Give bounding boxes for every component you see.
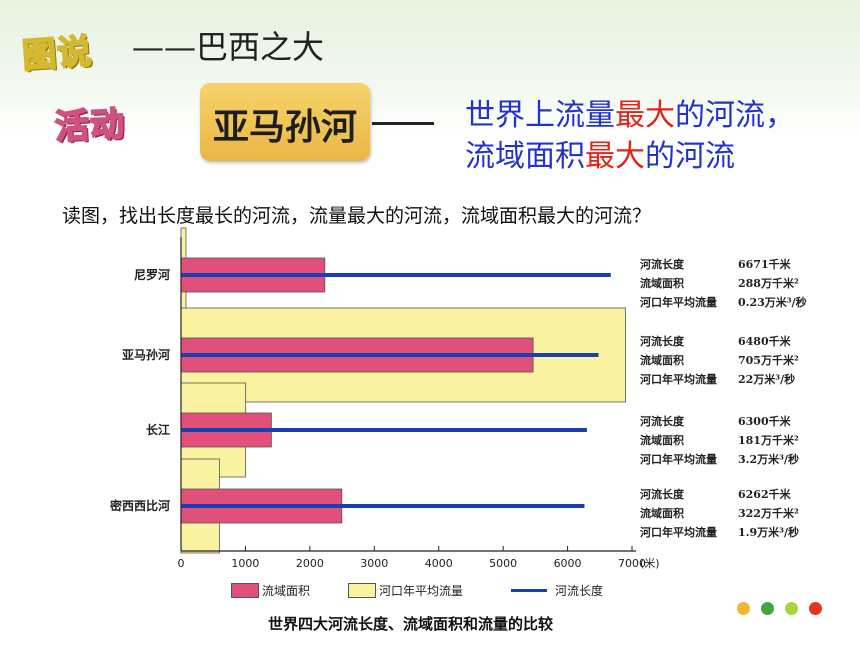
info-value: 22万米³/秒 xyxy=(738,373,796,386)
river-label-box: 亚马孙河 xyxy=(200,83,370,161)
decor-dot xyxy=(761,602,774,615)
question-text: 读图，找出长度最长的河流，流量最大的河流，流域面积最大的河流？ xyxy=(62,205,652,227)
legend-swatch xyxy=(231,583,259,598)
category-label: 密西西比河 xyxy=(110,498,170,513)
info-key: 河流长度 xyxy=(640,488,684,501)
river-label: 亚马孙河 xyxy=(212,107,357,148)
category-label: 尼罗河 xyxy=(134,267,170,282)
info-value: 705万千米² xyxy=(738,354,799,367)
info-key: 河口年平均流量 xyxy=(640,373,717,386)
legend-swatch xyxy=(348,583,376,598)
info-key: 河口年平均流量 xyxy=(640,526,717,539)
headline-1-emphasis: 最大 xyxy=(615,98,675,133)
info-key: 河流长度 xyxy=(640,258,684,271)
info-value: 6671千米 xyxy=(738,258,791,271)
subtitle: ——巴西之大 xyxy=(132,28,325,66)
info-key: 流域面积 xyxy=(640,277,684,290)
legend-label: 河口年平均流量 xyxy=(379,584,464,598)
headline-2-post: 的河流 xyxy=(645,139,735,174)
header-band xyxy=(0,0,860,135)
info-value: 322万千米² xyxy=(738,507,799,520)
x-tick-label: 4000 xyxy=(425,557,453,570)
info-key: 流域面积 xyxy=(640,507,684,520)
headline-2-emphasis: 最大 xyxy=(585,139,645,174)
info-key: 河流长度 xyxy=(640,415,684,428)
info-value: 6300千米 xyxy=(738,415,791,428)
x-axis-unit: (米) xyxy=(640,557,660,570)
x-tick-label: 0 xyxy=(178,557,185,570)
info-value: 0.23万米³/秒 xyxy=(738,296,807,309)
x-tick-label: 5000 xyxy=(489,557,517,570)
legend-swatch xyxy=(511,589,547,592)
headline-line-1: 世界上流量最大的河流， xyxy=(465,90,795,134)
legend-label: 流域面积 xyxy=(262,584,311,598)
category-label: 长江 xyxy=(146,422,170,437)
x-tick-label: 7000 xyxy=(618,557,646,570)
info-value: 6262千米 xyxy=(738,488,791,501)
info-key: 河流长度 xyxy=(640,335,684,348)
river-label-dash xyxy=(372,122,434,125)
chart-caption: 世界四大河流长度、流域面积和流量的比较 xyxy=(268,615,554,633)
info-value: 288万千米² xyxy=(738,277,799,290)
decor-dot xyxy=(785,602,798,615)
x-tick-label: 1000 xyxy=(231,557,259,570)
headline-1-post: 的河流， xyxy=(675,98,795,133)
info-key: 流域面积 xyxy=(640,354,684,367)
x-tick-label: 6000 xyxy=(554,557,582,570)
x-tick-label: 3000 xyxy=(360,557,388,570)
legend-label: 河流长度 xyxy=(555,584,604,598)
info-key: 河口年平均流量 xyxy=(640,296,717,309)
info-value: 1.9万米³/秒 xyxy=(738,526,799,539)
headline-line-2: 流域面积最大的河流 xyxy=(465,131,735,175)
info-key: 流域面积 xyxy=(640,434,684,447)
info-value: 181万千米² xyxy=(738,434,799,447)
info-value: 3.2万米³/秒 xyxy=(738,453,799,466)
info-value: 6480千米 xyxy=(738,335,791,348)
x-tick-label: 2000 xyxy=(296,557,324,570)
decor-dot xyxy=(809,602,822,615)
decor-dot xyxy=(737,602,750,615)
headline-1-pre: 世界上流量 xyxy=(465,98,615,133)
headline-2-pre: 流域面积 xyxy=(465,139,585,174)
info-key: 河口年平均流量 xyxy=(640,453,717,466)
category-label: 亚马孙河 xyxy=(122,347,170,362)
